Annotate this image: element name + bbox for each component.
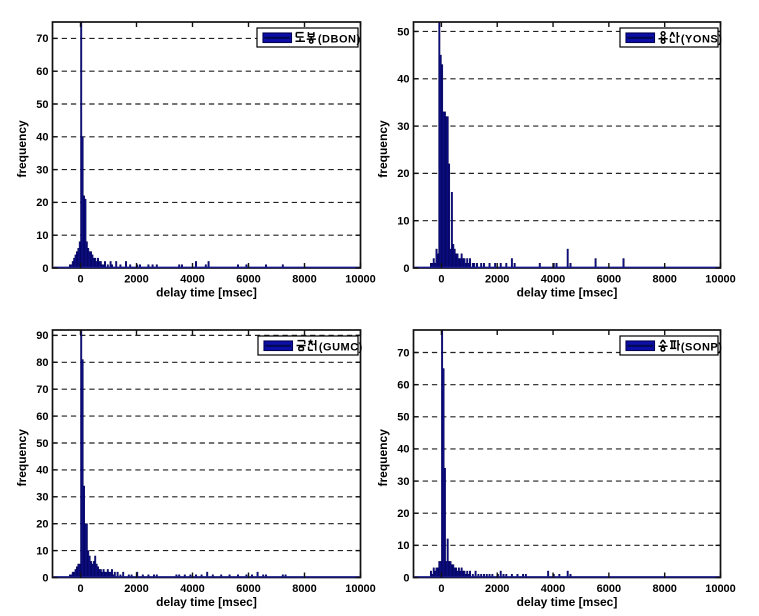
svg-text:2000: 2000: [485, 583, 509, 595]
svg-text:frequency: frequency: [376, 429, 390, 487]
svg-text:8000: 8000: [652, 273, 676, 285]
svg-text:30: 30: [36, 492, 48, 504]
svg-text:10000: 10000: [705, 273, 736, 285]
svg-text:frequency: frequency: [15, 120, 29, 178]
svg-text:0: 0: [77, 583, 83, 595]
svg-text:0: 0: [438, 273, 444, 285]
svg-text:30: 30: [397, 121, 409, 133]
svg-text:20: 20: [36, 197, 48, 209]
svg-text:0: 0: [77, 273, 83, 285]
svg-text:40: 40: [36, 132, 48, 144]
svg-text:delay time [msec]: delay time [msec]: [517, 595, 618, 609]
svg-text:4000: 4000: [541, 583, 565, 595]
svg-text:10: 10: [36, 230, 48, 242]
svg-text:80: 80: [36, 357, 48, 369]
svg-text:70: 70: [36, 33, 48, 45]
svg-text:delay time [msec]: delay time [msec]: [156, 286, 257, 300]
svg-text:8000: 8000: [292, 583, 316, 595]
svg-text:4000: 4000: [541, 273, 565, 285]
svg-text:20: 20: [397, 168, 409, 180]
svg-text:0: 0: [403, 572, 409, 584]
svg-text:6000: 6000: [236, 583, 260, 595]
svg-text:30: 30: [397, 476, 409, 488]
svg-text:frequency: frequency: [376, 120, 390, 178]
svg-text:90: 90: [36, 330, 48, 342]
svg-text:40: 40: [36, 465, 48, 477]
svg-text:70: 70: [397, 347, 409, 359]
svg-text:50: 50: [397, 26, 409, 38]
svg-text:50: 50: [397, 412, 409, 424]
svg-text:60: 60: [397, 379, 409, 391]
svg-text:10: 10: [36, 545, 48, 557]
svg-text:6000: 6000: [236, 273, 260, 285]
svg-text:6000: 6000: [597, 583, 621, 595]
svg-text:delay time [msec]: delay time [msec]: [156, 595, 257, 609]
svg-text:(DBON): (DBON): [318, 33, 361, 45]
svg-text:70: 70: [36, 384, 48, 396]
svg-text:(SONP): (SONP): [681, 341, 723, 353]
svg-text:40: 40: [397, 74, 409, 86]
svg-text:8000: 8000: [652, 583, 676, 595]
svg-text:10: 10: [397, 540, 409, 552]
svg-text:(GUMC): (GUMC): [319, 341, 363, 353]
svg-text:6000: 6000: [597, 273, 621, 285]
svg-text:0: 0: [42, 263, 48, 275]
svg-text:0: 0: [42, 572, 48, 584]
svg-text:(YONS): (YONS): [681, 33, 723, 45]
svg-text:8000: 8000: [292, 273, 316, 285]
svg-text:10000: 10000: [705, 583, 736, 595]
svg-text:2000: 2000: [124, 273, 148, 285]
svg-text:4000: 4000: [180, 273, 204, 285]
svg-text:60: 60: [36, 66, 48, 78]
svg-text:delay time [msec]: delay time [msec]: [517, 286, 618, 300]
svg-text:20: 20: [36, 519, 48, 531]
svg-text:50: 50: [36, 99, 48, 111]
svg-text:frequency: frequency: [15, 429, 29, 487]
svg-text:0: 0: [438, 583, 444, 595]
svg-text:40: 40: [397, 444, 409, 456]
svg-text:50: 50: [36, 438, 48, 450]
svg-text:10: 10: [397, 216, 409, 228]
svg-text:2000: 2000: [485, 273, 509, 285]
svg-text:0: 0: [403, 263, 409, 275]
svg-text:20: 20: [397, 508, 409, 520]
svg-text:4000: 4000: [180, 583, 204, 595]
svg-text:10000: 10000: [345, 583, 376, 595]
svg-text:2000: 2000: [124, 583, 148, 595]
svg-text:60: 60: [36, 411, 48, 423]
svg-text:10000: 10000: [345, 273, 376, 285]
svg-text:30: 30: [36, 164, 48, 176]
